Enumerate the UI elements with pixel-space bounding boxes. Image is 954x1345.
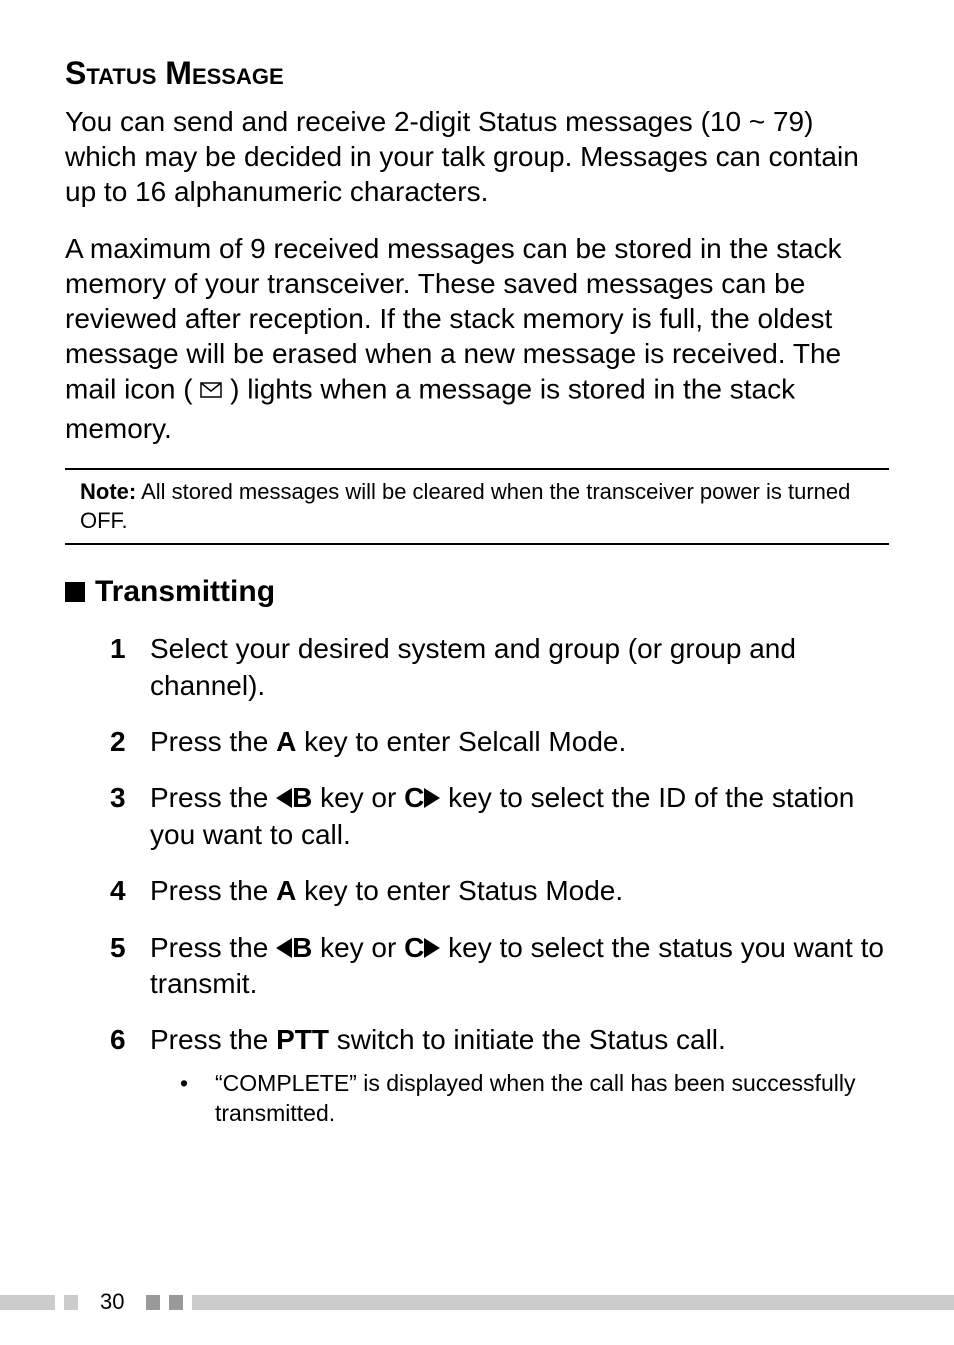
step-text: Press the	[150, 726, 276, 757]
step-text: Press the	[150, 932, 276, 963]
step-content: Press the PTT switch to initiate the Sta…	[150, 1022, 889, 1128]
triangle-left-icon	[276, 938, 292, 958]
paragraph-2: A maximum of 9 received messages can be …	[65, 231, 889, 446]
step-item: 2Press the A key to enter Selcall Mode.	[110, 724, 889, 760]
main-heading: Status Message	[65, 55, 889, 92]
step-text: Select your desired system and group (or…	[150, 633, 796, 700]
triangle-left-icon	[276, 788, 292, 808]
note-label: Note:	[80, 479, 136, 504]
step-text: A	[276, 875, 296, 906]
step-content: Press the B key or C key to select the I…	[150, 780, 889, 853]
step-text: C	[404, 782, 424, 813]
sub-bullet-item: •“COMPLETE” is displayed when the call h…	[150, 1069, 889, 1129]
bullet-dot-icon: •	[180, 1069, 215, 1129]
step-text: switch to initiate the Status call.	[329, 1024, 726, 1055]
step-number: 6	[110, 1022, 150, 1128]
footer-bar	[64, 1295, 78, 1310]
sub-bullet-text: “COMPLETE” is displayed when the call ha…	[215, 1069, 889, 1129]
step-number: 5	[110, 930, 150, 1003]
triangle-right-icon	[424, 788, 440, 808]
note-body: All stored messages will be cleared when…	[80, 479, 850, 533]
step-number: 1	[110, 631, 150, 704]
step-text: C	[404, 932, 424, 963]
step-text: key or	[312, 782, 404, 813]
page-footer: 30	[0, 1289, 954, 1315]
step-item: 1Select your desired system and group (o…	[110, 631, 889, 704]
triangle-right-icon	[424, 938, 440, 958]
note-block: Note: All stored messages will be cleare…	[65, 468, 889, 545]
step-text: key to enter Selcall Mode.	[296, 726, 626, 757]
step-content: Press the A key to enter Selcall Mode.	[150, 724, 889, 760]
note-text: Note: All stored messages will be cleare…	[65, 478, 889, 535]
step-number: 4	[110, 873, 150, 909]
footer-bar	[0, 1295, 55, 1310]
step-number: 2	[110, 724, 150, 760]
sub-bullet-list: •“COMPLETE” is displayed when the call h…	[150, 1069, 889, 1129]
step-number: 3	[110, 780, 150, 853]
step-item: 4Press the A key to enter Status Mode.	[110, 873, 889, 909]
step-list: 1Select your desired system and group (o…	[65, 631, 889, 1128]
step-content: Press the A key to enter Status Mode.	[150, 873, 889, 909]
footer-bar	[146, 1295, 160, 1310]
footer-bar	[169, 1295, 183, 1310]
step-text: A	[276, 726, 296, 757]
step-text: PTT	[276, 1024, 329, 1055]
subheading: Transmitting	[65, 575, 889, 609]
square-bullet-icon	[65, 582, 85, 602]
step-text: Press the	[150, 1024, 276, 1055]
step-text: Press the	[150, 782, 276, 813]
step-text: B	[292, 782, 312, 813]
subheading-text: Transmitting	[95, 575, 275, 609]
step-content: Press the B key or C key to select the s…	[150, 930, 889, 1003]
step-item: 5Press the B key or C key to select the …	[110, 930, 889, 1003]
step-item: 3Press the B key or C key to select the …	[110, 780, 889, 853]
step-item: 6Press the PTT switch to initiate the St…	[110, 1022, 889, 1128]
paragraph-1: You can send and receive 2-digit Status …	[65, 104, 889, 209]
step-text: key to enter Status Mode.	[296, 875, 623, 906]
mail-icon	[200, 371, 222, 406]
step-content: Select your desired system and group (or…	[150, 631, 889, 704]
step-text: key or	[312, 932, 404, 963]
step-text: Press the	[150, 875, 276, 906]
page-number: 30	[78, 1289, 146, 1315]
step-text: B	[292, 932, 312, 963]
footer-bar	[192, 1295, 954, 1310]
